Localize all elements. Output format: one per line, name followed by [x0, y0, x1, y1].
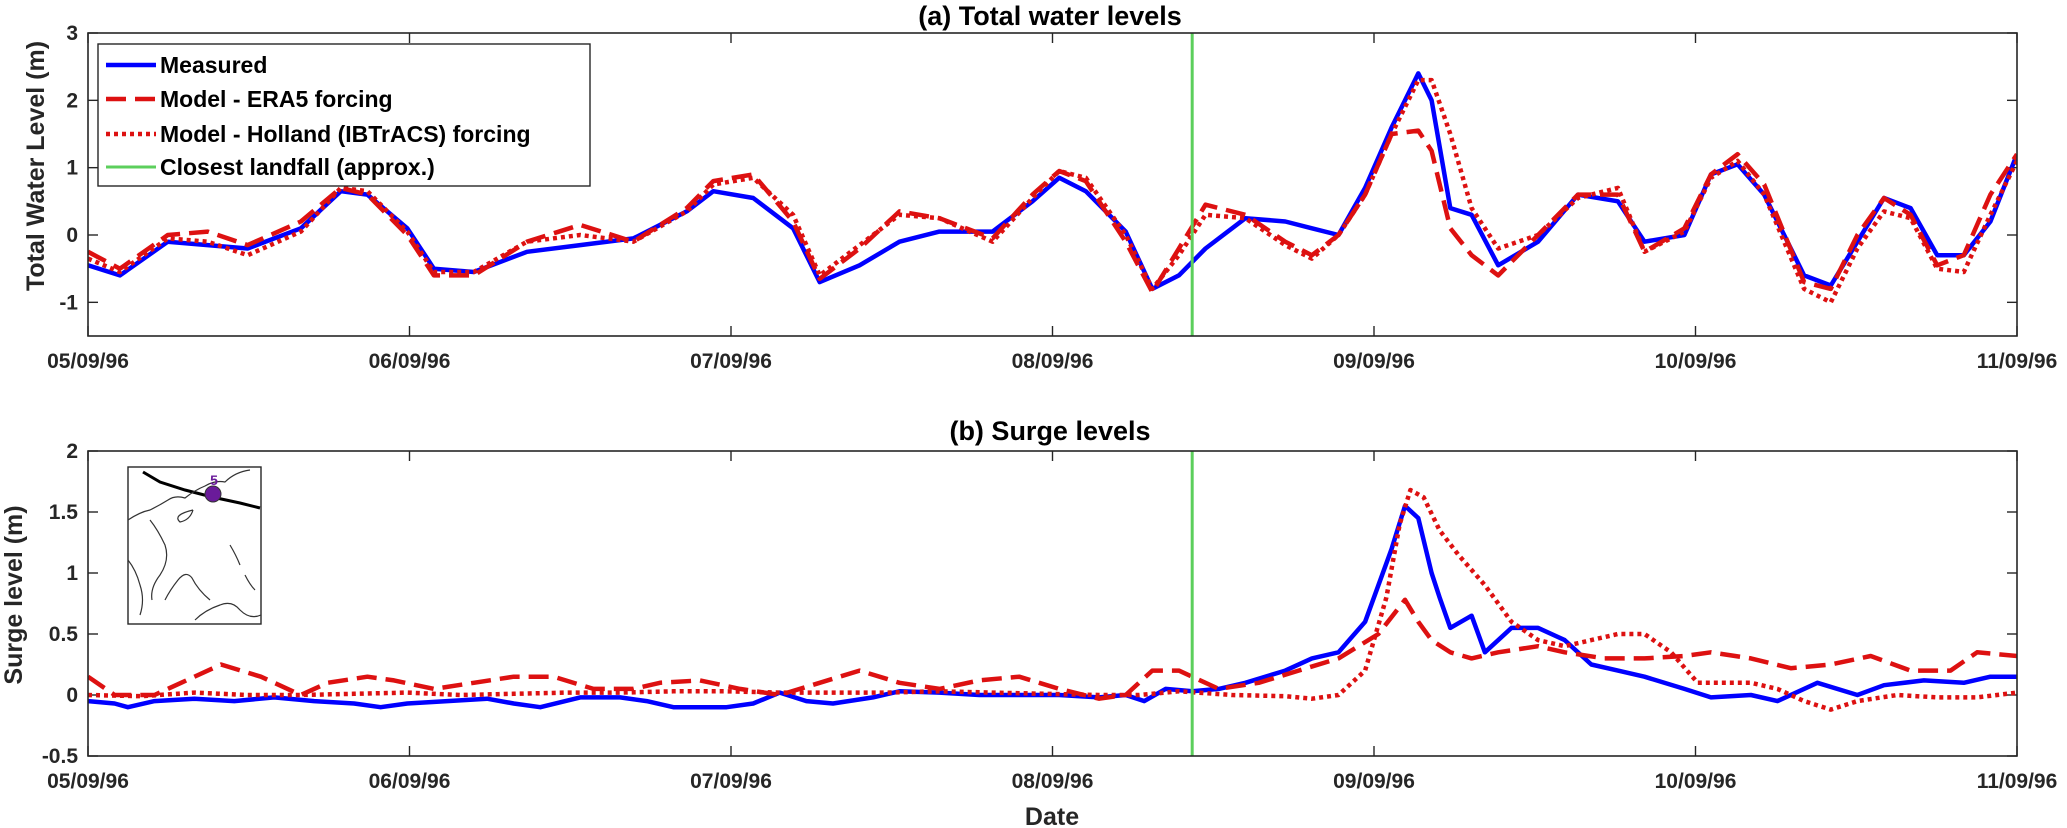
x-axis-label: Date — [1025, 803, 1079, 828]
station-label: 5 — [210, 472, 218, 488]
inset-map-frame — [127, 466, 262, 625]
legend-label-holland: Model - Holland (IBTrACS) forcing — [160, 121, 531, 147]
series-line-measured — [88, 503, 2017, 710]
x-tick-label: 06/09/96 — [369, 770, 451, 793]
x-tick-label: 10/09/96 — [1655, 350, 1737, 373]
x-tick-label: 09/09/96 — [1333, 350, 1415, 373]
panel-b-ylabel: Surge level (m) — [0, 505, 28, 684]
x-tick-label: 05/09/96 — [47, 350, 129, 373]
x-tick-label: 09/09/96 — [1333, 770, 1415, 793]
storm-track-line — [142, 470, 261, 510]
legend-label-measured: Measured — [160, 52, 267, 78]
y-tick-label: -1 — [59, 291, 78, 314]
x-tick-label: 06/09/96 — [369, 350, 451, 373]
y-tick-label: 0 — [66, 684, 78, 707]
y-tick-label: 1.5 — [49, 501, 79, 524]
y-tick-label: 1 — [66, 562, 78, 585]
panel-a-title: (a) Total water levels — [918, 1, 1182, 31]
y-tick-label: 3 — [66, 22, 78, 45]
x-tick-label: 08/09/96 — [1012, 350, 1094, 373]
y-tick-label: -0.5 — [42, 745, 79, 768]
legend-label-era5: Model - ERA5 forcing — [160, 86, 393, 112]
x-tick-label: 05/09/96 — [47, 770, 129, 793]
legend-box — [97, 43, 591, 187]
station-marker — [204, 485, 222, 503]
y-tick-label: 0 — [66, 224, 78, 247]
y-tick-label: 1 — [66, 157, 78, 180]
x-tick-label: 08/09/96 — [1012, 770, 1094, 793]
inset-location-map: 5 — [127, 466, 262, 625]
panel-surge-levels: (b) Surge levels Surge level (m) 05/09/9… — [0, 416, 2057, 828]
legend: Measured Model - ERA5 forcing Model - Ho… — [97, 43, 591, 187]
y-tick-label: 2 — [66, 89, 78, 112]
panel-a-ylabel: Total Water Level (m) — [22, 41, 50, 291]
coastline-outline — [127, 469, 262, 621]
x-tick-label: 11/09/96 — [1977, 350, 2058, 373]
legend-label-landfall: Closest landfall (approx.) — [160, 154, 435, 180]
x-tick-label: 07/09/96 — [690, 350, 772, 373]
x-tick-label: 11/09/96 — [1977, 770, 2058, 793]
panel-a-axes — [87, 32, 2018, 337]
panel-total-water-levels: (a) Total water levels Total Water Level… — [22, 1, 2057, 373]
panel-b-title: (b) Surge levels — [949, 416, 1150, 446]
y-tick-label: 0.5 — [49, 623, 79, 646]
x-tick-label: 10/09/96 — [1655, 770, 1737, 793]
x-tick-label: 07/09/96 — [690, 770, 772, 793]
y-tick-label: 2 — [66, 440, 78, 463]
panel-b-axes — [87, 450, 2018, 757]
